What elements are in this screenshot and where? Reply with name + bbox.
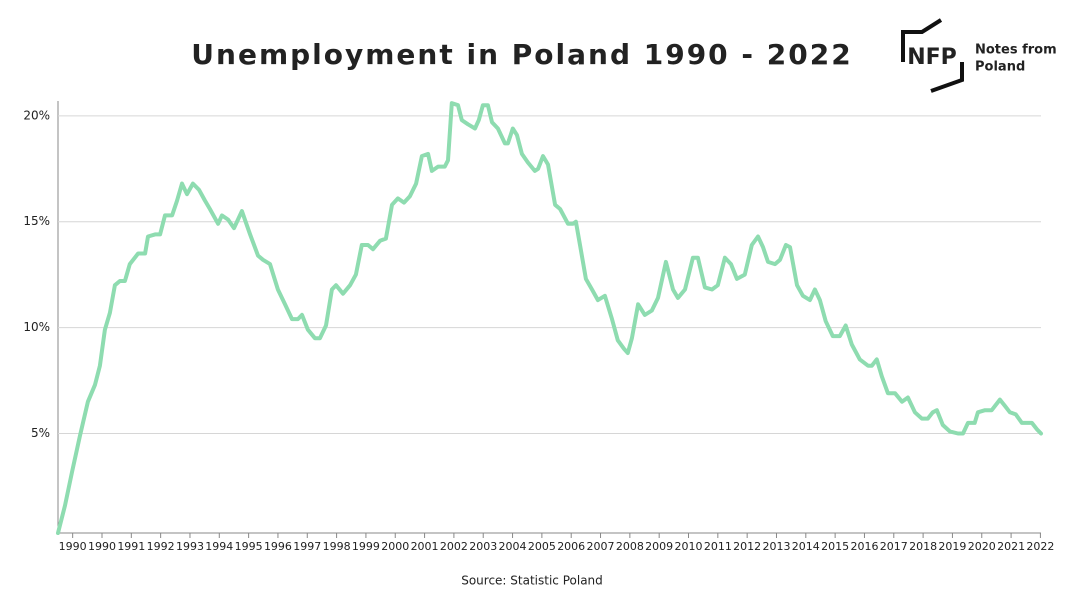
logo-mark: NFP [907, 45, 957, 70]
x-tick-label: 2008 [616, 540, 644, 553]
x-tick-label: 1993 [176, 540, 204, 553]
x-tick-label: 2006 [557, 540, 585, 553]
x-tick-label: 2013 [762, 540, 790, 553]
source: Source: Statistic Poland [461, 574, 603, 588]
chart-title: Unemployment in Poland 1990 - 2022 [191, 38, 852, 71]
logo-bracket [930, 62, 964, 93]
x-tick-label: 2002 [440, 540, 468, 553]
x-tick-label: 1991 [117, 540, 145, 553]
x-tick-label: 1998 [323, 540, 351, 553]
y-tick-label: 5% [31, 426, 50, 440]
logo-text: Poland [975, 60, 1025, 75]
x-tick-label: 2003 [469, 540, 497, 553]
x-tick-label: 1997 [293, 540, 321, 553]
logo-text: Notes from [975, 43, 1057, 58]
x-tick-label: 2016 [850, 540, 878, 553]
x-tick-label: 1992 [147, 540, 175, 553]
line [56, 101, 1043, 535]
x-tick-label: 2000 [381, 540, 409, 553]
x-tick-label: 2015 [821, 540, 849, 553]
x-tick-label: 2001 [411, 540, 439, 553]
x-tick-label: 2009 [645, 540, 673, 553]
y-tick-label: 10% [23, 320, 50, 334]
x-tick-label: 2017 [880, 540, 908, 553]
x-tick-label: 2007 [587, 540, 615, 553]
x-tick-label: 2021 [997, 540, 1025, 553]
x-tick-label: 1990 [59, 540, 87, 553]
x-tick-label: 2011 [704, 540, 732, 553]
x-tick-label: 2019 [938, 540, 966, 553]
x-tick-label: 1995 [235, 540, 263, 553]
y-tick-label: 15% [23, 214, 50, 228]
logo-bracket [901, 18, 943, 62]
logo: NFP Notes from Poland [901, 18, 1057, 93]
x-tick-label: 2012 [733, 540, 761, 553]
x-tick-label: 2004 [499, 540, 527, 553]
x-tick-label: 2022 [1026, 540, 1054, 553]
x-tick-label: 2005 [528, 540, 556, 553]
x-tick-label: 2020 [968, 540, 996, 553]
x-tick-label: 2018 [909, 540, 937, 553]
y-tick-label: 20% [23, 108, 50, 122]
x-tick-label: 1996 [264, 540, 292, 553]
x-tick-label: 1999 [352, 540, 380, 553]
x-tick-label: 1990 [88, 540, 116, 553]
x-tick-label: 2014 [792, 540, 820, 553]
x-tick-label: 2010 [675, 540, 703, 553]
x-tick-label: 1994 [205, 540, 233, 553]
